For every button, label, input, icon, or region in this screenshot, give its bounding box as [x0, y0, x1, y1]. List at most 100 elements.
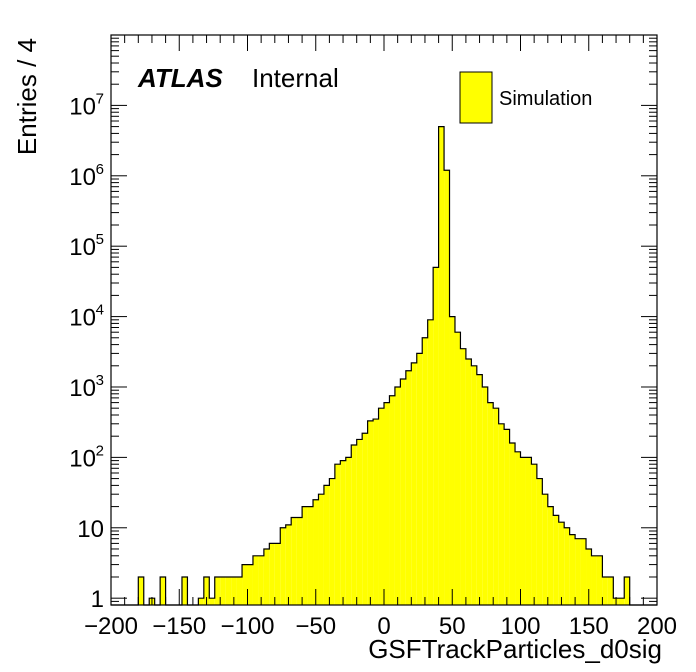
histogram-bar — [318, 494, 324, 605]
y-tick-label: 610 — [69, 161, 104, 191]
histogram-bar — [220, 576, 226, 605]
legend-swatch — [459, 71, 493, 124]
histogram-bar — [280, 527, 286, 605]
histogram-bar — [247, 564, 253, 605]
y-tick-label-base: 10 — [69, 164, 96, 191]
y-tick-label-base: 10 — [69, 375, 96, 402]
histogram-bar — [214, 576, 221, 605]
histogram-bar — [313, 499, 319, 605]
y-tick-label-exponent: 4 — [96, 302, 104, 319]
histogram-bar — [558, 522, 565, 605]
histogram-bar — [345, 457, 352, 605]
histogram-bar — [181, 576, 188, 605]
histogram-bars — [138, 126, 630, 606]
histogram-bar — [302, 506, 308, 605]
histogram-bar — [367, 420, 374, 605]
x-tick-label: −100 — [220, 613, 274, 640]
histogram-bar — [586, 548, 592, 605]
histogram-bar — [242, 564, 248, 605]
histogram-bar — [438, 126, 445, 606]
y-tick-label-exponent: 3 — [96, 372, 104, 389]
histogram-bar — [493, 408, 499, 605]
atlas-label: ATLAS Internal — [137, 63, 339, 93]
histogram-bar — [203, 576, 210, 605]
histogram-bar — [362, 433, 368, 605]
y-tick-label-base: 10 — [69, 305, 96, 332]
y-tick-label: 1 — [91, 586, 104, 613]
y-tick-label: 10 — [77, 516, 104, 543]
histogram-bar — [624, 576, 630, 605]
histogram-bar — [433, 267, 439, 605]
histogram-bar — [476, 374, 483, 605]
histogram-bar — [236, 576, 243, 605]
legend-label: Simulation — [499, 88, 592, 110]
histogram-bar — [373, 419, 379, 605]
y-tick-label: 510 — [69, 231, 104, 261]
histogram-bar — [504, 429, 510, 605]
histogram-bar — [378, 408, 384, 605]
histogram-bar — [231, 576, 237, 605]
histogram-bar — [482, 386, 488, 605]
y-tick-label-base: 10 — [77, 516, 104, 543]
histogram-bar — [427, 319, 434, 605]
atlas-text: ATLAS — [137, 63, 223, 93]
histogram-bar — [323, 485, 330, 605]
histogram-bar — [580, 538, 587, 605]
histogram-bar — [471, 365, 477, 605]
histogram-bar — [351, 444, 357, 605]
histogram-bar — [340, 460, 346, 605]
histogram-bar — [515, 451, 521, 605]
y-axis-ticks — [111, 34, 657, 606]
histogram-bar — [307, 506, 314, 605]
histogram-bar — [329, 478, 335, 605]
histogram-bar — [596, 555, 603, 605]
histogram-bar — [591, 555, 597, 605]
histogram-bar — [444, 170, 450, 605]
histogram-bar — [356, 439, 363, 605]
histogram-bar — [160, 576, 166, 605]
histogram-bar — [449, 316, 455, 605]
histogram-bar — [394, 386, 401, 605]
histogram-bar — [296, 517, 303, 605]
histogram-bar — [274, 543, 281, 605]
histogram-bar — [542, 494, 548, 605]
y-tick-label-exponent: 5 — [96, 231, 104, 248]
x-tick-label: 150 — [569, 613, 609, 640]
histogram-bar — [291, 517, 297, 605]
x-axis-title: GSFTrackParticles_d0sig — [368, 634, 662, 664]
histogram-bar — [252, 555, 259, 605]
histogram-bar — [454, 332, 461, 605]
y-tick-label-base: 10 — [69, 234, 96, 261]
histogram-bar — [460, 348, 466, 605]
histogram-bar — [509, 443, 516, 605]
y-tick-label-base: 1 — [91, 586, 104, 613]
y-tick-label: 210 — [69, 442, 104, 472]
histogram-bar — [198, 598, 204, 605]
histogram-outline — [111, 125, 657, 606]
x-tick-label: −50 — [295, 613, 336, 640]
histogram-bar — [384, 402, 390, 605]
histogram-bar — [389, 395, 395, 605]
histogram-bar — [498, 423, 505, 605]
histogram-bar — [575, 538, 581, 605]
histogram-bar — [405, 370, 412, 605]
histogram-bar — [400, 378, 406, 605]
histogram-bar — [602, 576, 608, 605]
histogram-bar — [536, 478, 543, 605]
histogram-bar — [520, 457, 526, 605]
histogram-bar — [258, 555, 264, 605]
y-tick-label: 310 — [69, 372, 104, 402]
y-tick-label: 710 — [69, 90, 104, 120]
y-tick-label-exponent: 2 — [96, 442, 104, 459]
histogram-bar — [553, 515, 559, 605]
y-axis-title: Entries / 4 — [12, 38, 42, 155]
histogram-bar — [422, 337, 428, 605]
y-tick-label-exponent: 6 — [96, 161, 104, 178]
histogram-bar — [411, 362, 417, 605]
histogram-bar — [531, 464, 537, 605]
x-tick-label: 200 — [637, 613, 677, 640]
histogram-step-line — [111, 125, 657, 606]
histogram-bar — [263, 548, 270, 605]
